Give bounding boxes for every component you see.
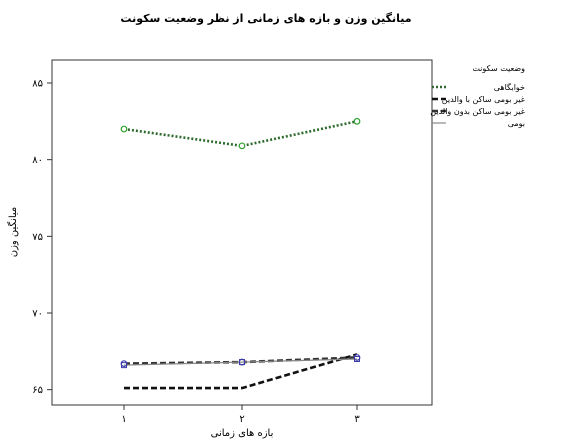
y-tick-label: ۸۰ bbox=[32, 155, 43, 166]
legend-label: خوابگاهی bbox=[494, 82, 525, 92]
y-tick-label: ۶۵ bbox=[32, 385, 43, 396]
data-point bbox=[354, 356, 360, 362]
series-line bbox=[123, 120, 358, 148]
series-line bbox=[124, 353, 358, 390]
x-tick-label: ۱ bbox=[121, 414, 126, 425]
series-line bbox=[123, 358, 358, 366]
data-point bbox=[238, 142, 246, 150]
x-axis-label: بازه های زمانی bbox=[211, 428, 274, 439]
plot-area bbox=[51, 59, 433, 406]
legend-title: وضعیت سکونت bbox=[472, 64, 525, 73]
data-point bbox=[353, 117, 361, 125]
legend-label: غیر بومی ساکن با والدین bbox=[442, 95, 525, 104]
x-tick-label: ۳ bbox=[354, 414, 360, 425]
chart-title: میانگین وزن و بازه های زمانی از نظر وضعی… bbox=[120, 12, 411, 25]
y-tick-label: ۸۵ bbox=[32, 79, 43, 90]
data-point bbox=[120, 125, 128, 133]
data-point bbox=[239, 359, 245, 366]
data-point bbox=[121, 362, 127, 369]
series-layer bbox=[120, 117, 361, 390]
x-tick-label: ۲ bbox=[239, 414, 244, 425]
y-tick-label: ۷۰ bbox=[32, 309, 43, 320]
x-axis: ۱ ۲ ۳ bbox=[121, 405, 360, 425]
legend-label: بومی bbox=[508, 119, 525, 128]
y-tick-label: ۷۵ bbox=[32, 232, 43, 243]
legend: وضعیت سکونت خوابگاهی غیر بومی ساکن با وال… bbox=[430, 64, 525, 128]
legend-label: غیر بومی ساکن بدون والدین bbox=[430, 107, 525, 116]
y-axis-label: میانگین وزن bbox=[7, 207, 19, 258]
y-axis: ۶۵ ۷۰ ۷۵ ۸۰ ۸۵ bbox=[32, 79, 52, 396]
